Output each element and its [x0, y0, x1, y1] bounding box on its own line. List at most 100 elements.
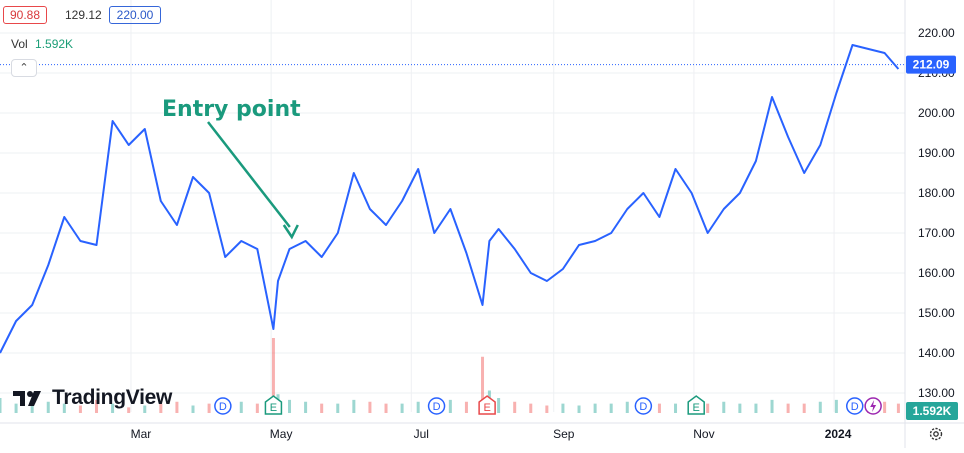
tradingview-brand[interactable]: TradingView: [12, 386, 172, 410]
volume-bar: [400, 403, 404, 413]
volume-bar: [127, 407, 131, 413]
y-tick-label: 140.00: [918, 346, 955, 360]
volume-bar: [159, 403, 163, 413]
volume-bar: [722, 401, 726, 413]
gear-icon[interactable]: [928, 426, 944, 442]
earnings-marker: [687, 395, 705, 415]
volume-bar: [175, 401, 179, 413]
volume-bar: [545, 405, 549, 413]
volume-bar: [754, 403, 758, 413]
volume-bar: [738, 403, 742, 413]
volume-bar: [14, 403, 18, 413]
high-value-box: 220.00: [109, 6, 161, 24]
volume-bar: [577, 405, 581, 413]
volume-bar: [384, 403, 388, 413]
volume-axis-label: 1.592K: [913, 404, 952, 418]
y-tick-label: 200.00: [918, 106, 955, 120]
volume-bar: [62, 403, 66, 413]
annotation-entry-point: Entry point: [162, 97, 301, 122]
x-tick-label: Sep: [553, 427, 575, 441]
volume-bar: [529, 403, 533, 413]
dividend-marker-label: D: [219, 401, 227, 413]
x-tick-label: May: [270, 427, 293, 441]
x-tick-label: Mar: [131, 427, 152, 441]
volume-bar: [255, 403, 259, 413]
volume-bar: [883, 401, 887, 413]
volume-bar: [239, 401, 243, 413]
volume-bar: [464, 401, 468, 413]
dividend-marker: [845, 397, 864, 415]
earnings-marker-label: E: [270, 402, 277, 414]
volume-bar: [770, 399, 774, 413]
volume-bar: [336, 403, 340, 413]
collapse-legend-button[interactable]: ⌃: [11, 59, 37, 77]
volume-bar: [786, 403, 790, 413]
volume-bar: [143, 405, 147, 413]
volume-bar: [513, 401, 517, 413]
volume-bar: [304, 401, 308, 413]
low-value-box: 90.88: [3, 6, 47, 24]
volume-bar: [320, 403, 324, 413]
volume-bar: [271, 338, 275, 413]
volume-bar: [802, 403, 806, 413]
mid-value: 129.12: [65, 8, 102, 22]
x-tick-label: 2024: [825, 427, 852, 441]
price-series-line: [0, 44, 900, 354]
volume-bar: [30, 405, 34, 413]
volume-bar: [191, 405, 195, 413]
y-tick-label: 190.00: [918, 146, 955, 160]
volume-label: Vol: [11, 37, 28, 51]
tradingview-logo-icon: [13, 391, 41, 406]
earnings-marker-label: E: [693, 402, 700, 414]
volume-bar: [706, 403, 710, 413]
volume-bar: [448, 399, 452, 413]
dividend-marker: [214, 397, 232, 415]
volume-bar: [625, 401, 629, 413]
volume-bar: [352, 399, 356, 413]
volume-bar: [674, 403, 678, 413]
volume-value: 1.592K: [35, 37, 74, 51]
chevron-up-icon: ⌃: [19, 62, 29, 74]
earnings-marker: [478, 395, 496, 415]
volume-bar: [78, 405, 82, 413]
volume-bar: [46, 401, 50, 413]
volume-bar: [288, 399, 292, 413]
last-price-badge: [906, 55, 956, 74]
volume-bar: [896, 403, 900, 413]
y-tick-label: 150.00: [918, 306, 955, 320]
volume-bar: [818, 401, 822, 413]
volume-bar: [207, 403, 211, 413]
volume-bar: [95, 399, 99, 413]
volume-bar: [0, 398, 2, 413]
dividend-marker: [427, 397, 446, 415]
last-price-label: 212.09: [913, 58, 950, 72]
lightning-bolt: [870, 400, 877, 412]
x-tick-label: Jul: [414, 427, 429, 441]
volume-bar: [609, 403, 613, 413]
volume-bar: [497, 398, 501, 413]
y-tick-label: 170.00: [918, 226, 955, 240]
dividend-marker: [634, 397, 653, 415]
x-tick-label: Nov: [693, 427, 714, 441]
volume-bar: [593, 403, 597, 413]
annotation-arrow-line: [207, 121, 291, 228]
y-tick-label: 180.00: [918, 186, 955, 200]
earnings-marker: [264, 395, 283, 415]
volume-bar: [368, 401, 372, 413]
dividend-marker-label: D: [433, 401, 441, 413]
y-tick-label: 220.00: [918, 26, 955, 40]
volume-bar: [834, 399, 838, 413]
annotation-arrowhead: [282, 224, 299, 240]
brand-name: TradingView: [52, 386, 173, 409]
dividend-marker-label: D: [851, 401, 859, 413]
volume-bar: [481, 356, 485, 413]
y-tick-label: 160.00: [918, 266, 955, 280]
volume-badge: [906, 402, 958, 420]
volume-bar: [111, 403, 115, 413]
volume-bar: [561, 403, 565, 413]
volume-legend: Vol 1.592K: [11, 37, 73, 51]
earnings-marker-label: E: [483, 402, 490, 414]
volume-bar: [657, 403, 661, 413]
